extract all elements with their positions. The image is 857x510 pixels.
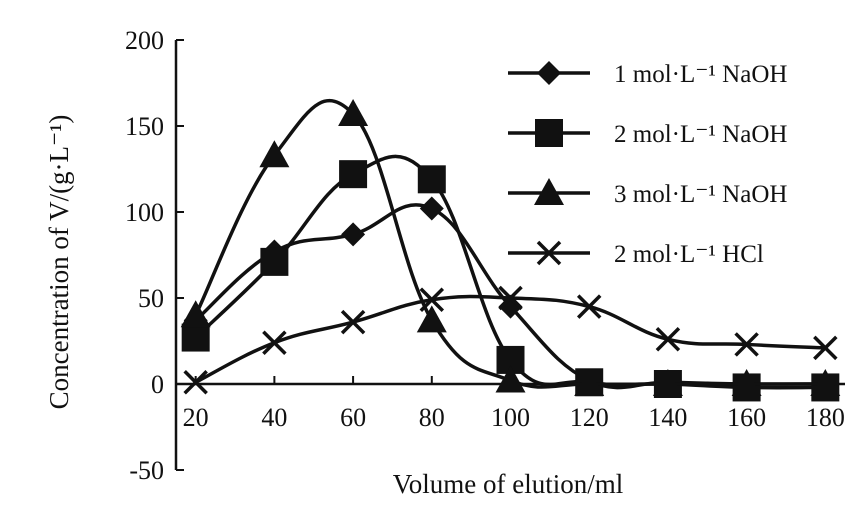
marker-stroke bbox=[576, 294, 602, 319]
legend-label: 2 mol·L⁻¹ HCl bbox=[614, 241, 764, 268]
data-point bbox=[183, 370, 208, 395]
data-point bbox=[734, 332, 759, 357]
data-point bbox=[731, 369, 762, 396]
marker-stroke bbox=[419, 287, 445, 312]
data-point bbox=[498, 285, 523, 311]
legend-item: 2 mol·L⁻¹ HCl bbox=[508, 240, 764, 268]
legend-label: 2 mol·L⁻¹ NaOH bbox=[614, 121, 787, 148]
series-layer bbox=[180, 98, 841, 402]
data-point bbox=[259, 140, 290, 168]
series-line bbox=[194, 99, 826, 389]
x-tick-label: 140 bbox=[648, 403, 687, 432]
series-4 bbox=[183, 285, 838, 395]
data-point bbox=[498, 294, 523, 319]
legend-marker bbox=[537, 61, 561, 85]
data-point bbox=[574, 369, 605, 396]
legend-item: 2 mol·L⁻¹ NaOH bbox=[508, 119, 787, 148]
data-point bbox=[652, 369, 683, 396]
data-point bbox=[262, 330, 287, 355]
x-axis-title: Volume of elution/ml bbox=[393, 469, 624, 499]
x-tick-label: 160 bbox=[727, 403, 766, 432]
data-point bbox=[339, 160, 368, 189]
legend-label: 3 mol·L⁻¹ NaOH bbox=[614, 181, 787, 208]
marker-stroke bbox=[536, 240, 562, 266]
legend: 1 mol·L⁻¹ NaOH 2 mol·L⁻¹ NaOH 3 mol·L⁻¹ Na… bbox=[508, 61, 787, 268]
x-tick-label: 40 bbox=[261, 403, 287, 432]
data-point bbox=[576, 294, 602, 319]
legend-item: 1 mol·L⁻¹ NaOH bbox=[508, 61, 787, 88]
legend-item: 3 mol·L⁻¹ NaOH bbox=[508, 178, 787, 208]
axes: 200 150 100 50 0 -50 20 40 60 80 100 120 140 160 180 bbox=[125, 26, 845, 485]
data-point bbox=[810, 369, 841, 396]
data-point bbox=[813, 335, 838, 361]
legend-label: 1 mol·L⁻¹ NaOH bbox=[614, 61, 787, 88]
data-point bbox=[416, 305, 447, 333]
x-tick-label: 100 bbox=[491, 403, 530, 432]
y-tick-label: 50 bbox=[138, 284, 164, 313]
data-point bbox=[340, 309, 366, 335]
y-tick-label: 200 bbox=[125, 26, 164, 55]
legend-marker bbox=[534, 178, 564, 205]
x-tick-label: 120 bbox=[570, 403, 609, 432]
data-point bbox=[417, 165, 446, 194]
data-point bbox=[260, 247, 289, 276]
y-tick-label: 0 bbox=[151, 370, 164, 399]
y-tick-label: -50 bbox=[129, 456, 164, 485]
data-point bbox=[341, 222, 366, 247]
marker-stroke bbox=[498, 285, 523, 311]
data-point bbox=[419, 196, 444, 221]
x-tick-label: 20 bbox=[183, 403, 209, 432]
data-point bbox=[180, 300, 211, 328]
y-tick-label: 100 bbox=[125, 198, 164, 227]
series-3 bbox=[180, 98, 841, 396]
marker-stroke bbox=[655, 327, 681, 352]
y-tick-label: 150 bbox=[125, 112, 164, 141]
x-tick-label: 180 bbox=[806, 403, 845, 432]
marker-stroke bbox=[340, 309, 366, 335]
data-point bbox=[338, 98, 369, 126]
data-point bbox=[655, 327, 681, 352]
data-point bbox=[495, 365, 526, 393]
marker-stroke bbox=[262, 330, 287, 355]
x-tick-label: 80 bbox=[419, 403, 445, 432]
marker-stroke bbox=[734, 332, 759, 357]
data-point bbox=[181, 323, 210, 352]
x-tick-label: 60 bbox=[340, 403, 366, 432]
legend-marker bbox=[535, 119, 563, 147]
marker-stroke bbox=[183, 370, 208, 395]
y-axis-title: Concentration of V/(g·L⁻¹) bbox=[44, 115, 74, 410]
marker-stroke bbox=[813, 335, 838, 361]
legend-marker bbox=[536, 240, 562, 266]
data-point bbox=[419, 287, 445, 312]
